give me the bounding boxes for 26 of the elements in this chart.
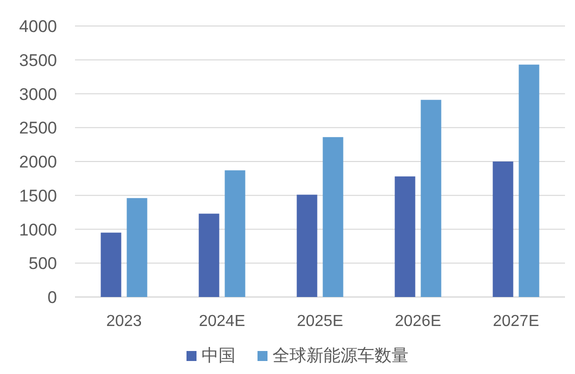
y-tick-label: 0 xyxy=(48,288,57,307)
legend-label: 中国 xyxy=(202,346,236,365)
bar xyxy=(126,198,148,297)
bar xyxy=(518,64,540,297)
x-tick-label: 2026E xyxy=(394,313,442,330)
bar xyxy=(492,162,514,297)
y-tick-label: 3000 xyxy=(19,84,57,104)
bar xyxy=(224,170,246,297)
bar xyxy=(296,194,318,297)
bar xyxy=(198,214,220,297)
y-tick-label: 1500 xyxy=(19,186,57,206)
x-tick-label: 2024E xyxy=(198,313,246,330)
y-tick-label: 2500 xyxy=(19,118,57,138)
bar xyxy=(420,100,442,297)
bar xyxy=(322,137,344,297)
x-tick-label: 2023 xyxy=(106,313,142,330)
bar xyxy=(394,176,416,297)
x-tick-label: 2027E xyxy=(492,313,540,330)
bar xyxy=(100,232,122,297)
legend-label: 全球新能源车数量 xyxy=(272,346,408,365)
x-tick-label: 2025E xyxy=(296,313,344,330)
y-tick-label: 2000 xyxy=(19,152,57,172)
y-tick-label: 1000 xyxy=(19,220,57,240)
y-tick-label: 3500 xyxy=(19,50,57,70)
y-tick-label: 4000 xyxy=(19,17,57,36)
y-tick-label: 500 xyxy=(28,254,57,274)
